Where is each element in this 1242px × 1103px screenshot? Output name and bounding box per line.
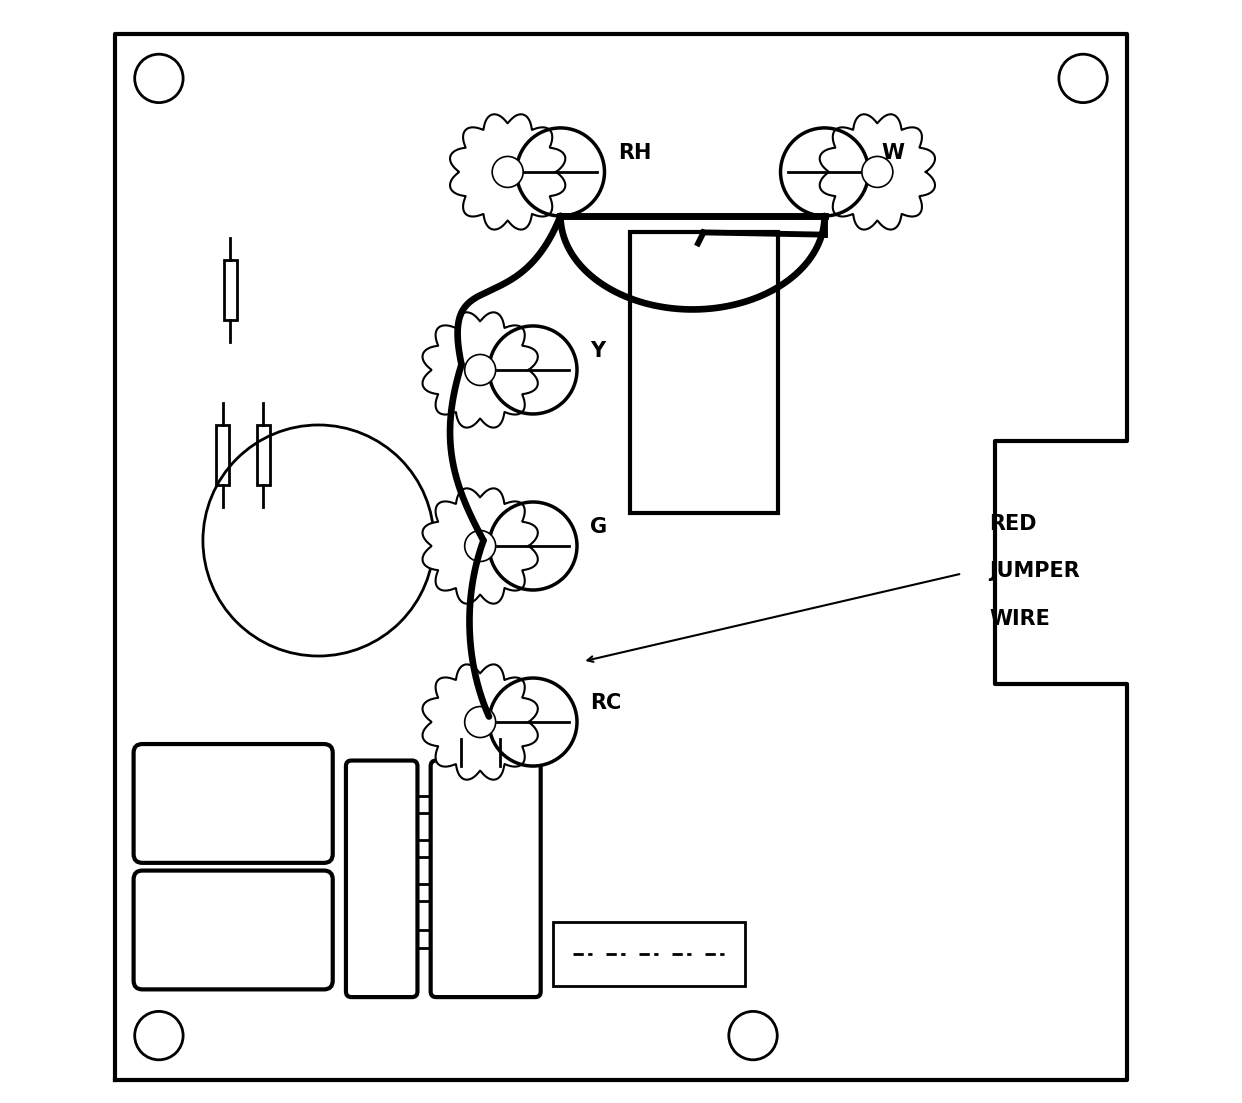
Text: Y: Y [590, 341, 605, 361]
Bar [412, 930, 433, 947]
Text: RC: RC [590, 693, 621, 714]
Text: G: G [590, 517, 607, 537]
Bar [412, 795, 433, 813]
Polygon shape [422, 312, 538, 428]
Circle shape [465, 707, 496, 738]
Circle shape [489, 678, 578, 767]
Circle shape [465, 354, 496, 385]
Text: WIRE: WIRE [990, 609, 1051, 629]
Circle shape [489, 502, 578, 590]
Text: W: W [882, 143, 904, 163]
Circle shape [517, 128, 605, 216]
Circle shape [465, 531, 496, 561]
Text: RED: RED [990, 514, 1037, 534]
FancyBboxPatch shape [431, 761, 540, 997]
Circle shape [780, 128, 868, 216]
Polygon shape [422, 664, 538, 780]
Circle shape [862, 157, 893, 188]
Bar [630, 233, 779, 513]
Polygon shape [422, 489, 538, 603]
FancyBboxPatch shape [134, 745, 333, 863]
FancyBboxPatch shape [134, 870, 333, 989]
Bar [216, 425, 230, 485]
Bar [412, 839, 433, 857]
Polygon shape [450, 115, 565, 229]
Polygon shape [820, 115, 935, 229]
Text: RH: RH [617, 143, 651, 163]
Bar [257, 425, 270, 485]
Text: JUMPER: JUMPER [990, 561, 1081, 581]
Circle shape [489, 326, 578, 414]
Bar [224, 260, 237, 321]
FancyBboxPatch shape [347, 761, 417, 997]
Bar [553, 922, 745, 986]
Bar [412, 884, 433, 901]
Circle shape [492, 157, 523, 188]
